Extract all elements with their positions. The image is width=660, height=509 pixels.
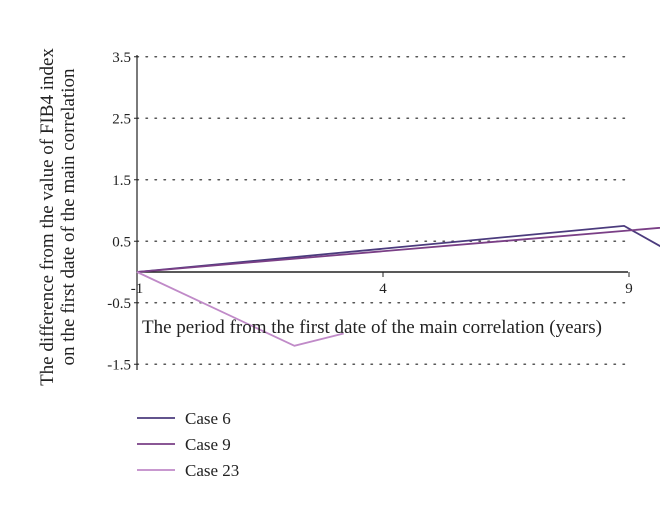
y-axis-title-line-2: on the first date of the main correlatio… — [58, 68, 79, 366]
y-axis-title: The difference from the value of FIB4 in… — [37, 48, 79, 386]
y-tick-labels: 3.5 2.5 1.5 0.5 -0.5 -1.5 — [107, 50, 131, 374]
y-tick-label-0: 3.5 — [112, 50, 131, 66]
x-axis-title: The period from the first date of the ma… — [142, 317, 602, 338]
y-tick-label-2: 1.5 — [112, 173, 131, 189]
legend-label-case-9: Case 9 — [185, 435, 231, 454]
legend-label-case-6: Case 6 — [185, 409, 231, 428]
series-line-case-23 — [136, 271, 344, 347]
y-axis-title-line-1: The difference from the value of FIB4 in… — [37, 48, 58, 386]
x-tick-label-2: 9 — [625, 281, 633, 297]
series-lines — [136, 224, 660, 347]
legend-label-case-23: Case 23 — [185, 461, 239, 480]
x-tick-label-0: -1 — [131, 281, 144, 297]
legend: Case 6 Case 9 Case 23 — [137, 409, 239, 480]
y-tick-label-3: 0.5 — [112, 234, 131, 250]
series-line-case-6 — [136, 224, 660, 273]
y-tick-label-4: -0.5 — [107, 296, 131, 312]
y-tick-label-1: 2.5 — [112, 111, 131, 127]
x-tick-label-1: 4 — [379, 281, 387, 297]
y-tick-label-5: -1.5 — [107, 357, 131, 373]
x-tick-labels: -14914 — [131, 281, 633, 297]
series-line-case-9 — [136, 226, 660, 273]
